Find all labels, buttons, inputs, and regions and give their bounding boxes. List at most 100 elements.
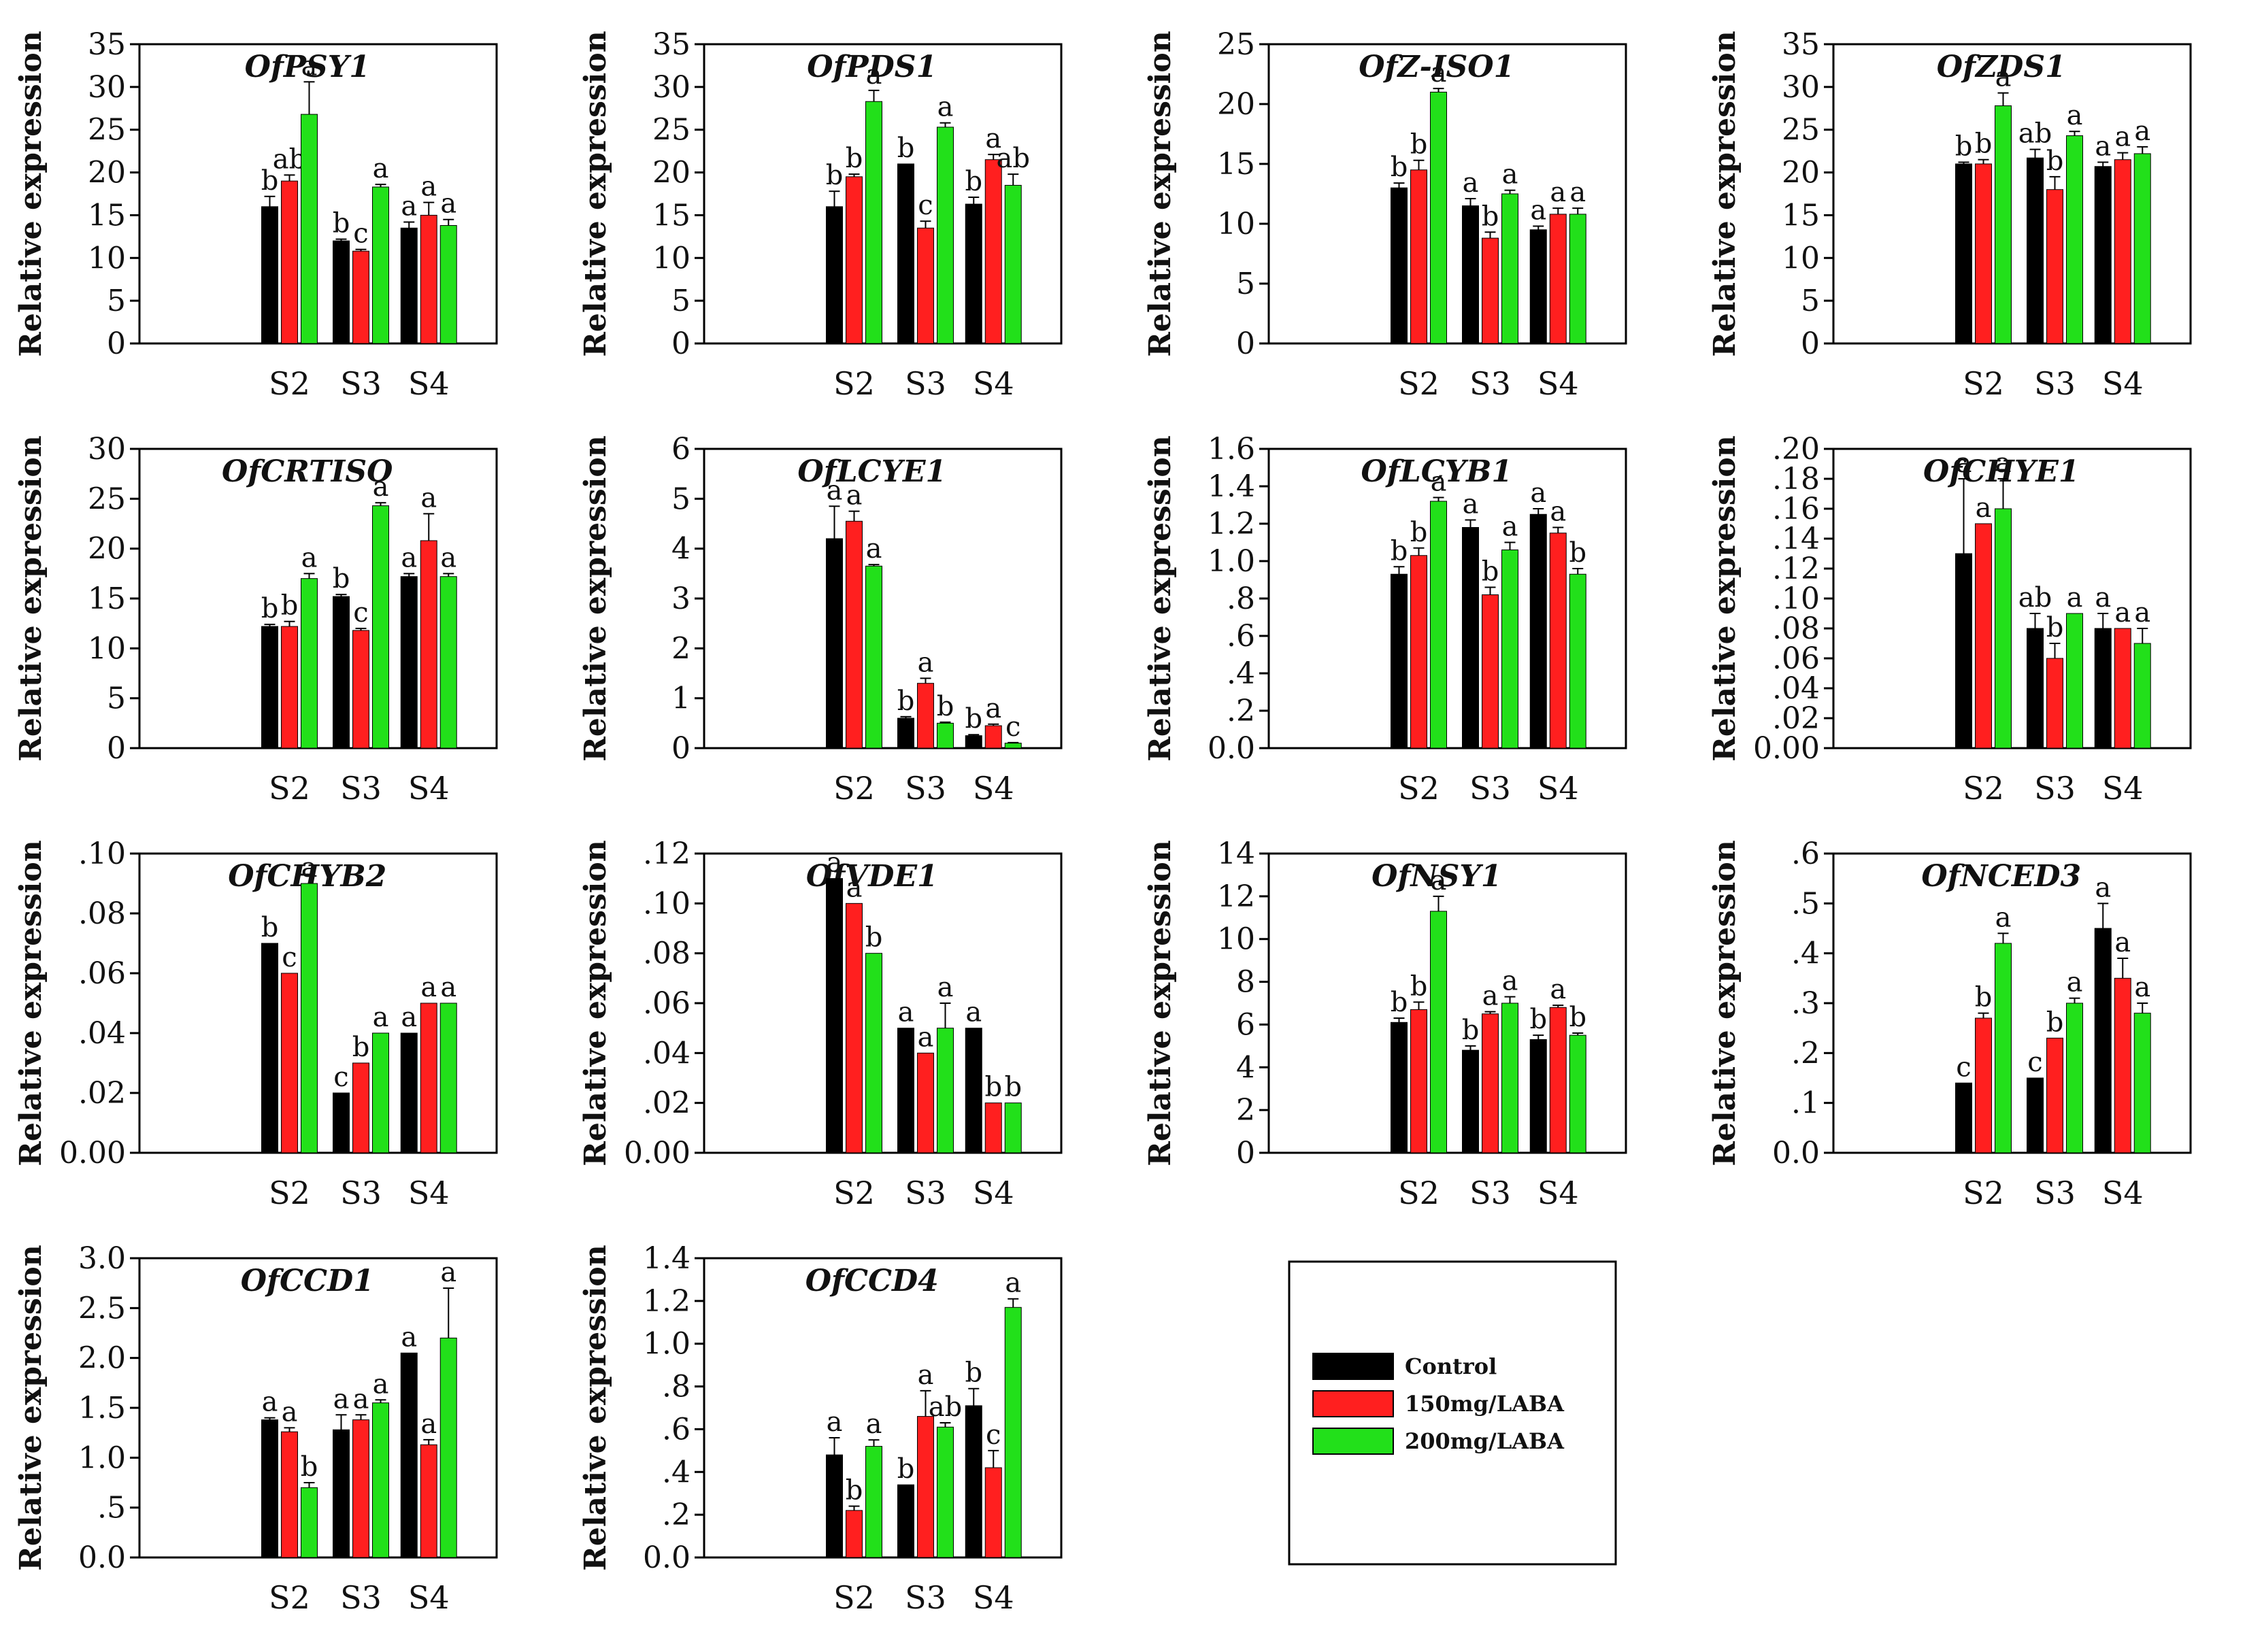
panel-title: OfNCED3 (1921, 859, 2081, 894)
x-tick-label: S2 (269, 770, 310, 807)
bar-200mg-laba (937, 722, 954, 749)
bar-200mg-laba (1004, 1307, 1022, 1558)
significance-letter: a (2095, 131, 2111, 162)
y-tick-label: .8 (1227, 581, 1255, 616)
bar-control (1529, 513, 1547, 749)
bar-control (1462, 527, 1479, 749)
bar-200mg-laba (372, 186, 389, 344)
x-tick-label: S2 (833, 1175, 875, 1211)
y-tick-label: .6 (1227, 619, 1255, 654)
bar-150mg-laba (2046, 658, 2063, 749)
significance-letter: b (1410, 971, 1428, 1002)
y-axis-label: Relative expression (1708, 435, 1742, 761)
bar-200mg-laba (2066, 1002, 2083, 1153)
y-tick-label: .12 (643, 837, 691, 871)
significance-letter: a (333, 1383, 350, 1415)
x-tick-label: S4 (408, 1175, 450, 1211)
y-tick-label: .10 (1772, 581, 1820, 616)
y-tick-label: .04 (643, 1036, 691, 1071)
plot-frame (1267, 43, 1627, 345)
x-tick-label: S3 (2034, 770, 2076, 807)
significance-letter: b (1391, 535, 1408, 567)
y-tick-label: 0.00 (1753, 731, 1820, 766)
x-tick-label: S2 (833, 365, 875, 402)
y-tick-label: 3.0 (78, 1241, 126, 1276)
y-tick-label: 0 (671, 731, 691, 766)
significance-letter: a (866, 533, 882, 564)
bar-200mg-laba (1569, 214, 1586, 344)
y-tick-label: .12 (1772, 552, 1820, 586)
panel-title: OfLCYE1 (797, 454, 946, 489)
significance-letter: a (937, 972, 954, 1003)
bar-150mg-laba (984, 159, 1002, 344)
significance-letter: b (333, 563, 350, 594)
bar-control (333, 240, 350, 344)
bar-control (1529, 1039, 1547, 1153)
significance-letter: a (965, 997, 982, 1028)
y-tick-label: 20 (1782, 156, 1820, 190)
bar-150mg-laba (352, 1419, 369, 1558)
bar-200mg-laba (865, 953, 882, 1153)
y-tick-label: 20 (1217, 87, 1255, 122)
significance-letter: a (282, 1396, 298, 1428)
bar-150mg-laba (1410, 555, 1427, 749)
y-tick-label: 0 (1801, 326, 1820, 361)
y-tick-label: 5 (1236, 267, 1255, 301)
significance-letter: a (1550, 496, 1566, 528)
bar-200mg-laba (439, 1002, 457, 1153)
significance-letter: b (1004, 1072, 1022, 1103)
y-axis-label: Relative expression (578, 31, 613, 356)
bar-150mg-laba (917, 1416, 934, 1558)
bar-150mg-laba (2046, 1037, 2063, 1153)
legend-swatch (1312, 1390, 1394, 1417)
y-tick-label: .2 (1791, 1036, 1820, 1071)
bar-150mg-laba (1549, 1007, 1567, 1153)
y-tick-label: .20 (1772, 432, 1820, 467)
y-tick-label: .08 (643, 937, 691, 971)
bar-control (261, 1419, 278, 1558)
bar-control (400, 576, 418, 749)
panel-ofzds1: 0 5 10 15 20 25 30 35 Relative expression OfZDS1 b… (1708, 27, 2192, 402)
x-tick-label: S3 (905, 770, 946, 807)
significance-letter: b (826, 160, 844, 191)
bar-control (897, 163, 914, 344)
significance-letter: b (261, 912, 279, 943)
y-tick-label: 8 (1236, 965, 1255, 1000)
bar-150mg-laba (846, 520, 863, 749)
bar-200mg-laba (301, 578, 318, 749)
significance-letter: a (846, 872, 863, 903)
significance-letter: b (333, 208, 350, 239)
bar-200mg-laba (1501, 193, 1518, 344)
bar-150mg-laba (1975, 163, 1992, 344)
significance-letter: a (1550, 177, 1566, 208)
bar-150mg-laba (1482, 1013, 1499, 1153)
significance-letter: a (420, 1409, 437, 1440)
y-tick-label: .6 (662, 1412, 691, 1447)
significance-letter: a (1956, 448, 1972, 479)
bar-150mg-laba (281, 180, 298, 344)
y-tick-label: 1.2 (643, 1284, 691, 1319)
panel-title: OfNSY1 (1371, 859, 1501, 894)
x-tick-label: S4 (2102, 365, 2144, 402)
bar-150mg-laba (984, 725, 1002, 749)
y-tick-label: 20 (652, 156, 691, 190)
bar-200mg-laba (439, 576, 457, 749)
y-tick-label: 0 (107, 731, 126, 766)
y-axis-label: Relative expression (1708, 840, 1742, 1166)
plot-frame (1832, 43, 2192, 345)
significance-letter: a (2067, 582, 2083, 613)
x-tick-label: S4 (973, 1579, 1014, 1616)
significance-letter: c (353, 597, 368, 628)
panel-ofchye1: 0.00.02.04.06.08.10.12.14.16.18.20 Relati… (1708, 432, 2192, 807)
significance-letter: a (1995, 62, 2012, 93)
x-tick-label: S3 (905, 365, 946, 402)
x-tick-label: S2 (269, 1579, 310, 1616)
significance-letter: c (353, 218, 368, 250)
significance-letter: b (965, 703, 982, 735)
legend-label: Control (1405, 1353, 1497, 1379)
y-tick-label: .04 (78, 1016, 126, 1051)
significance-letter: b (846, 1475, 863, 1506)
bar-control (965, 203, 982, 344)
